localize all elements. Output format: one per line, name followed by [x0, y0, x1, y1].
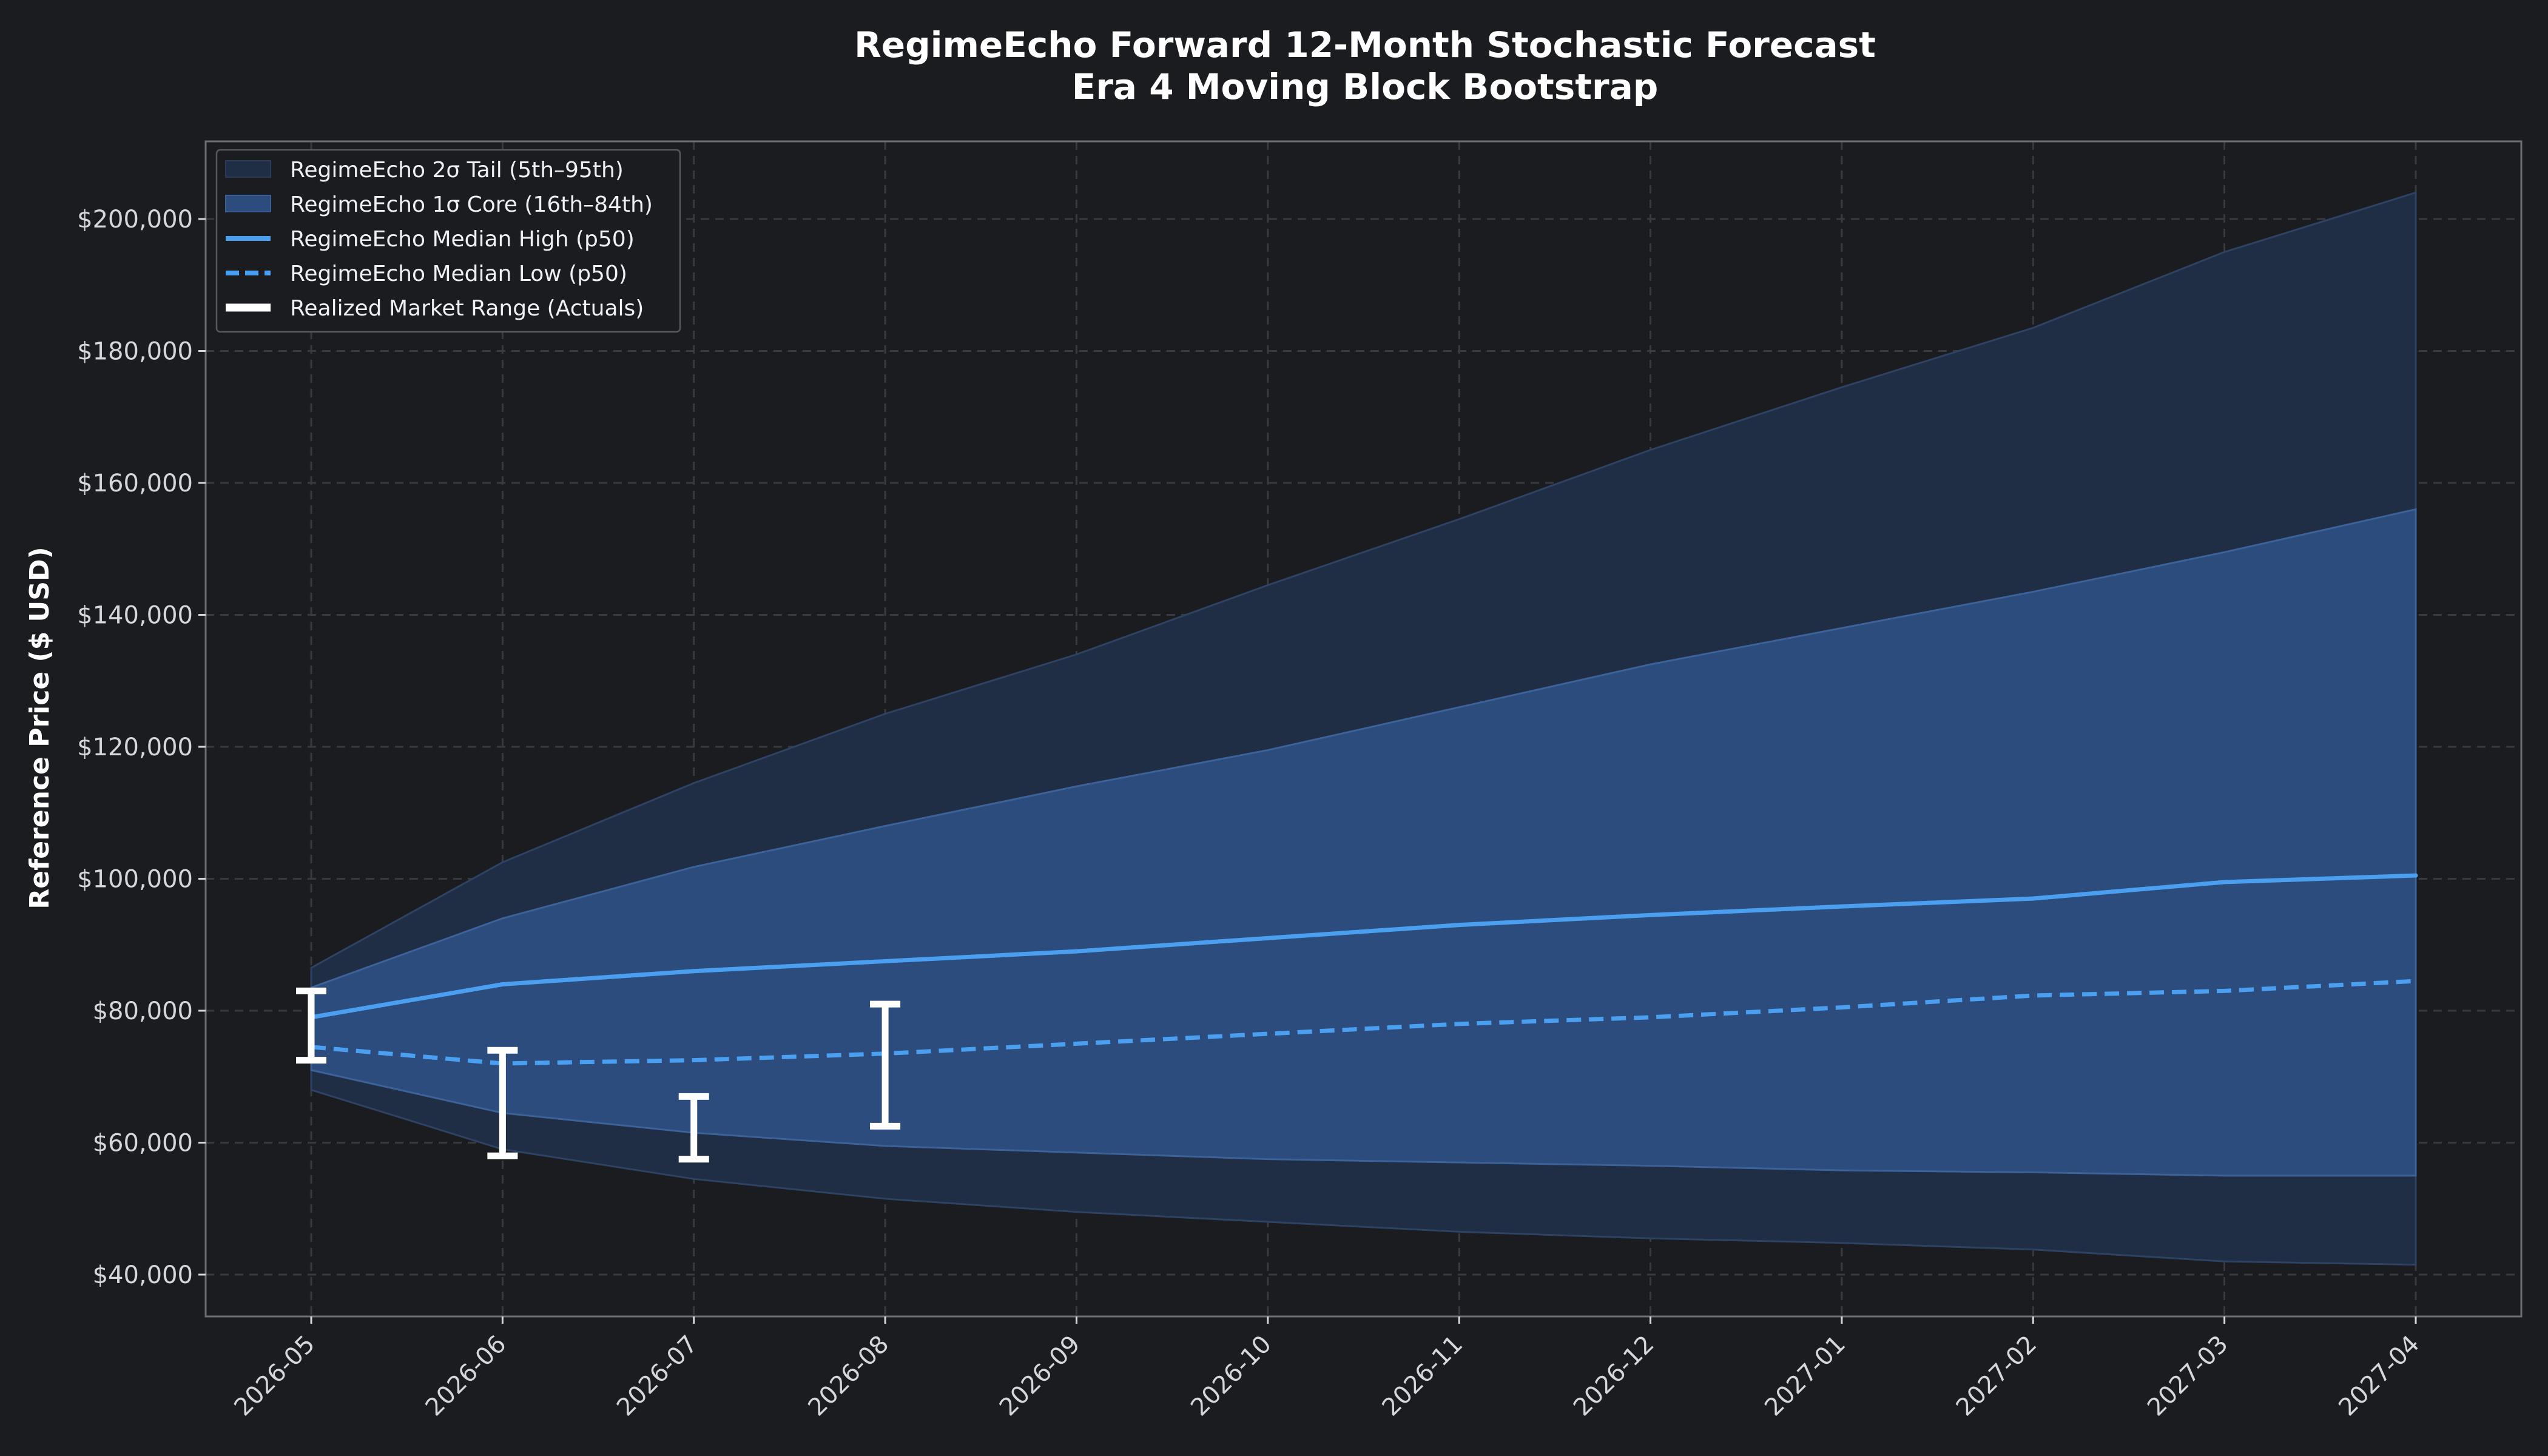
band-core-1sigma: [310, 508, 2417, 1177]
y-tick-label: $40,000: [93, 1261, 193, 1289]
y-tick-label: $100,000: [77, 866, 193, 894]
x-tick-label: 2027-02: [1951, 1330, 2043, 1422]
actual-range-bar: [296, 987, 326, 1064]
chart-title-line-2: Era 4 Moving Block Bootstrap: [1072, 66, 1659, 107]
x-tick-label: 2026-11: [1377, 1330, 1469, 1422]
x-tick-label: 2026-07: [612, 1330, 703, 1422]
legend: RegimeEcho 2σ Tail (5th–95th) RegimeEcho…: [215, 149, 681, 333]
y-tick-label: $160,000: [77, 470, 193, 497]
actual-range-bar: [678, 1093, 709, 1163]
x-tick-label: 2027-01: [1759, 1330, 1851, 1422]
legend-label-core-band: RegimeEcho 1σ Core (16th–84th): [290, 192, 653, 217]
actual-range-bar: [870, 1000, 901, 1130]
y-axis-ticks: $40,000 $60,000 $80,000 $100,000 $120,000 $14…: [77, 206, 206, 1289]
y-tick-label: $80,000: [93, 997, 193, 1025]
legend-label-tail-band: RegimeEcho 2σ Tail (5th–95th): [290, 158, 624, 183]
actuals-layer: [296, 987, 901, 1163]
y-tick-label: $120,000: [77, 733, 193, 761]
y-tick-label: $200,000: [77, 206, 193, 234]
x-tick-label: 2026-12: [1568, 1330, 1660, 1422]
actual-range-bar: [487, 1046, 518, 1159]
series-layer: [309, 873, 2418, 1066]
y-axis-label: Reference Price ($ USD): [24, 547, 55, 909]
y-tick-label: $180,000: [77, 338, 193, 366]
x-axis-ticks: 2026-05 2026-06 2026-07 2026-08 2026-09 2026-…: [229, 1316, 2425, 1421]
x-tick-label: 2026-09: [994, 1330, 1086, 1422]
x-tick-label: 2026-05: [229, 1330, 320, 1422]
series-median-low: [311, 979, 2416, 1066]
y-tick-label: $140,000: [77, 602, 193, 630]
legend-label-median-high: RegimeEcho Median High (p50): [290, 227, 635, 252]
x-tick-label: 2026-06: [420, 1330, 512, 1422]
series-median-high: [309, 873, 2418, 1020]
band-layer: [310, 191, 2417, 1266]
legend-box: [215, 149, 681, 333]
legend-swatch-tail-band: [225, 160, 271, 178]
legend-label-median-low: RegimeEcho Median Low (p50): [290, 261, 627, 286]
x-tick-label: 2027-03: [2142, 1330, 2234, 1422]
x-tick-label: 2026-10: [1185, 1330, 1277, 1422]
y-tick-label: $60,000: [93, 1130, 193, 1158]
legend-label-actuals: Realized Market Range (Actuals): [290, 296, 644, 321]
chart-title-line-1: RegimeEcho Forward 12-Month Stochastic F…: [854, 24, 1876, 66]
legend-swatch-core-band: [225, 195, 271, 212]
plot-frame: [204, 140, 2523, 1318]
x-tick-label: 2027-04: [2333, 1330, 2425, 1422]
x-tick-label: 2026-08: [803, 1330, 894, 1422]
